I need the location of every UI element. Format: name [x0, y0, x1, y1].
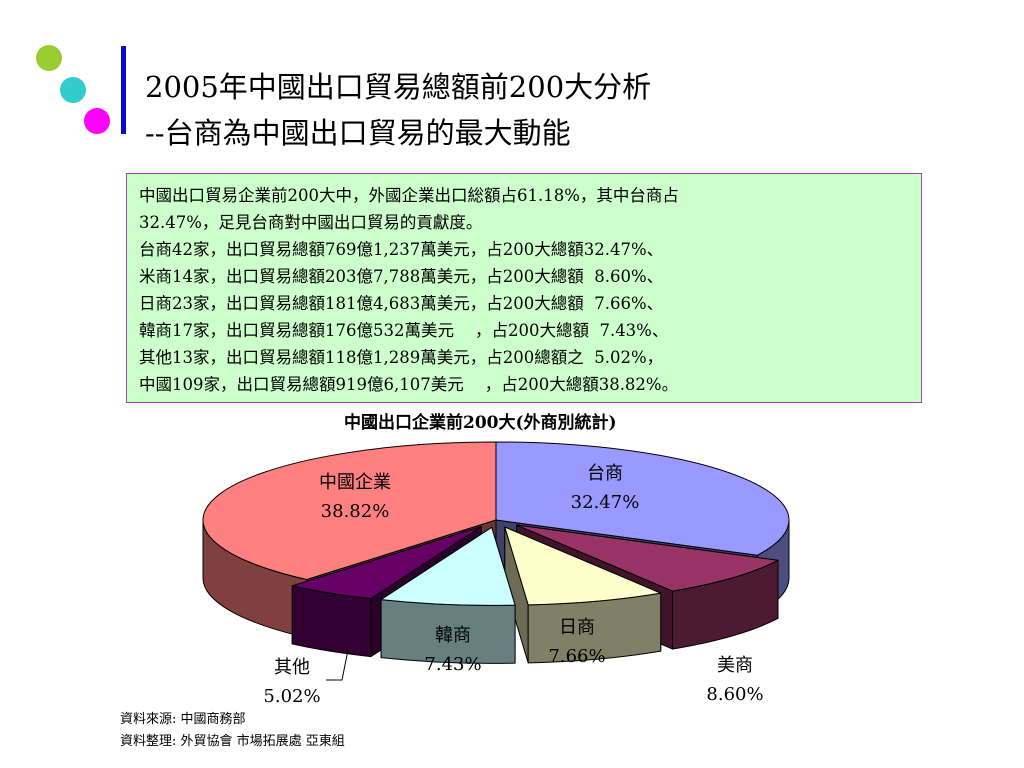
pie-slice-3 [380, 526, 516, 606]
decor-dot-teal [60, 77, 86, 103]
pie-label-korea-name: 韓商 [435, 625, 471, 646]
pie-label-taishang-name: 台商 [587, 463, 623, 484]
compiled-by-note: 資料整理: 外貿協會 市場拓展處 亞東組 [120, 734, 345, 749]
title-accent-bar [121, 46, 126, 134]
pie-label-other: 其他 5.02% [252, 653, 332, 711]
pie-label-japan-name: 日商 [559, 617, 595, 638]
summary-line: 米商14家，出口貿易總額203億7,788萬美元，占200大總額 8.60%、 [139, 267, 664, 286]
pie-label-taishang-value: 32.47% [570, 492, 640, 513]
pie-label-korea-value: 7.43% [424, 654, 482, 675]
summary-line: 日商23家，出口貿易總額181億4,683萬美元，占200大總額 7.66%、 [139, 294, 664, 313]
pie-label-taishang: 台商 32.47% [555, 459, 655, 517]
pie-slice-2 [504, 526, 662, 606]
pie-label-korea: 韓商 7.43% [413, 621, 493, 679]
pie-slice-0 [495, 441, 790, 556]
summary-line: 韓商17家，出口貿易總額176億532萬美元 ，占200大總額 7.43%、 [139, 321, 669, 340]
slide-title-line1: 2005年中國出口貿易總額前200大分析 [145, 70, 652, 104]
summary-line: 中國出口貿易企業前200大中，外國企業出口総額占61.18%，其中台商占 [139, 186, 679, 205]
pie-label-us-value: 8.60% [706, 684, 764, 705]
summary-line: 其他13家，出口貿易總額118億1,289萬美元，占200總額之 5.02%， [139, 348, 664, 367]
pie-slice-5 [202, 441, 497, 581]
pie-label-other-value: 5.02% [263, 686, 321, 707]
decor-dot-green [36, 45, 62, 71]
decor-dot-magenta [84, 108, 110, 134]
pie-label-japan-value: 7.66% [548, 646, 606, 667]
pie-label-japan: 日商 7.66% [537, 613, 617, 671]
pie-label-us: 美商 8.60% [695, 651, 775, 709]
pie-label-china-name: 中國企業 [319, 472, 391, 493]
summary-textbox: 中國出口貿易企業前200大中，外國企業出口総額占61.18%，其中台商占 32.… [126, 173, 922, 403]
pie-slice-4 [291, 525, 482, 600]
source-note: 資料來源: 中國商務部 [120, 712, 246, 727]
pie-leader-line-other [326, 649, 349, 681]
pie-label-china-value: 38.82% [320, 501, 390, 522]
pie-label-other-name: 其他 [274, 657, 310, 678]
summary-line: 中國109家，出口貿易總額919億6,107美元 ，占200大總額38.82%。 [139, 375, 679, 394]
pie-label-us-name: 美商 [717, 655, 753, 676]
summary-line: 台商42家，出口貿易總額769億1,237萬美元，占200大總額32.47%、 [139, 240, 664, 259]
slide-title-line2: --台商為中國出口貿易的最大動能 [145, 116, 571, 150]
chart-title: 中國出口企業前200大(外商別統計) [344, 413, 617, 433]
pie-label-china: 中國企業 38.82% [295, 468, 415, 526]
pie-slice-1 [516, 524, 779, 592]
summary-line: 32.47%，足見台商對中國出口貿易的貢獻度。 [139, 213, 483, 232]
